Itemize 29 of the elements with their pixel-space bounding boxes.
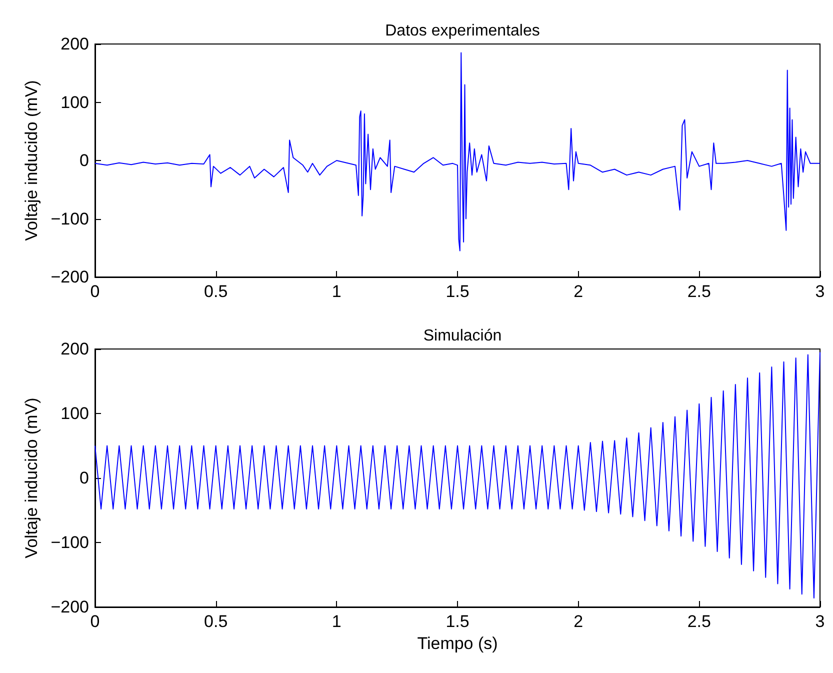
x-tick-label: 1 (332, 282, 342, 301)
x-tick-label: 1.5 (446, 282, 470, 301)
y-tick-label: −200 (50, 268, 89, 286)
chart-title: Datos experimentales (385, 22, 540, 40)
y-axis-title: Voltaje inducido (mV) (22, 80, 41, 241)
x-tick-label: 0.5 (204, 282, 228, 301)
y-tick-label: 0 (80, 468, 89, 488)
y-axis-title: Voltaje inducido (mV) (22, 398, 41, 558)
y-tick-label: 200 (60, 340, 89, 358)
x-tick-label: 2.5 (687, 282, 711, 301)
y-tick-label: 200 (60, 34, 89, 54)
x-tick-label: 3 (815, 282, 825, 301)
x-tick-label: 1 (332, 612, 342, 631)
x-tick-label: 2 (574, 282, 584, 301)
y-tick-label: −100 (50, 533, 89, 552)
x-tick-label: 1.5 (446, 612, 470, 631)
y-tick-label: 0 (80, 151, 89, 170)
line-series (94, 52, 820, 252)
x-tick-label: 3 (815, 612, 825, 631)
x-tick-label: 2.5 (687, 612, 711, 631)
y-tick-label: −200 (50, 598, 89, 616)
y-tick-label: −100 (50, 209, 89, 228)
y-tick-label: 100 (60, 404, 89, 423)
chart-title: Simulación (423, 328, 502, 344)
line-series (94, 352, 820, 598)
x-axis-title: Tiempo (s) (417, 634, 498, 653)
y-tick-label: 100 (60, 92, 89, 112)
x-tick-label: 2 (574, 612, 584, 631)
x-tick-label: 0.5 (204, 612, 228, 631)
